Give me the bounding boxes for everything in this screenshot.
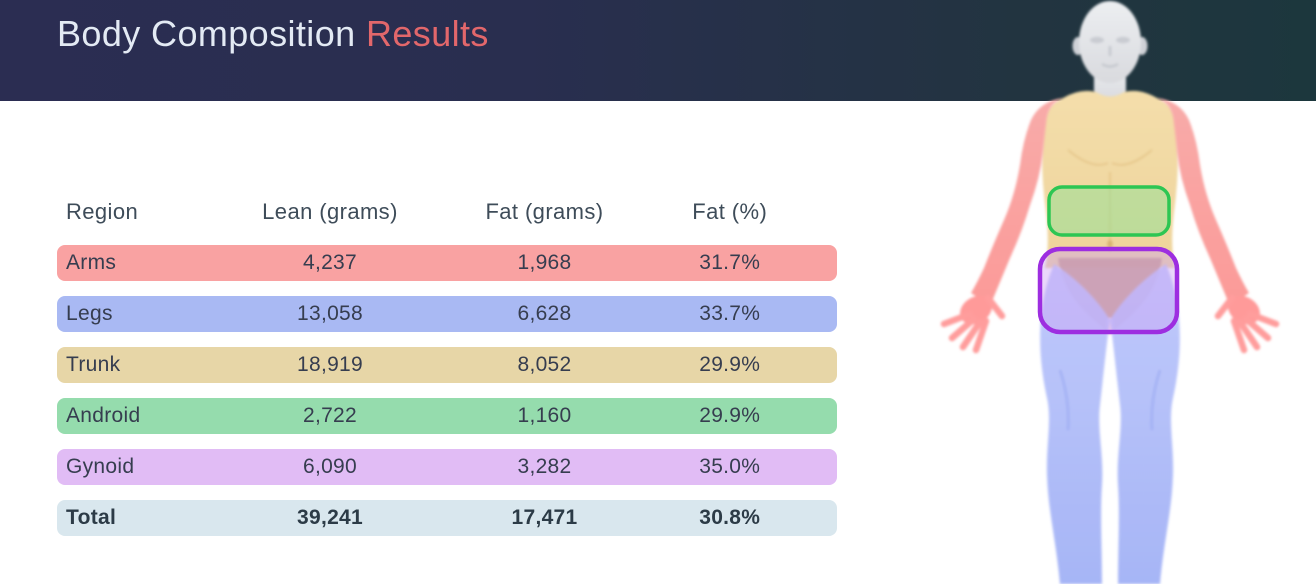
fat-pct-cell: 33.7%: [699, 302, 761, 325]
results-table: Region Lean (grams) Fat (grams) Fat (%) …: [57, 196, 837, 536]
fat-pct-cell: 29.9%: [699, 404, 761, 427]
region-cell: Trunk: [66, 353, 121, 376]
fat-cell: 6,628: [517, 302, 572, 325]
lean-cell: 13,058: [296, 302, 364, 325]
region-cell: Gynoid: [66, 455, 135, 478]
table-row-trunk: Trunk 18,919 8,052 29.9%: [57, 347, 837, 383]
table-row-android: Android 2,722 1,160 29.9%: [57, 398, 837, 434]
column-header-fat-pct: Fat (%): [692, 199, 768, 224]
trunk-region: [1042, 90, 1178, 268]
region-cell: Android: [66, 404, 141, 427]
lean-cell: 18,919: [296, 353, 364, 376]
body-model-figure: [930, 0, 1316, 584]
arms-region: [940, 98, 1280, 354]
region-cell: Total: [66, 506, 117, 529]
head-region: [1072, 1, 1148, 102]
title-accent: Results: [365, 13, 489, 54]
fat-cell: 3,282: [517, 455, 572, 478]
column-header-region: Region: [66, 199, 139, 224]
region-cell: Arms: [66, 251, 117, 274]
fat-pct-cell: 29.9%: [699, 353, 761, 376]
table-row-total: Total 39,241 17,471 30.8%: [57, 500, 837, 536]
gynoid-region-overlay: [1037, 246, 1180, 335]
table-row-gynoid: Gynoid 6,090 3,282 35.0%: [57, 449, 837, 485]
page-title: Body Composition Results: [57, 13, 489, 55]
fat-pct-cell: 30.8%: [699, 506, 761, 529]
title-primary: Body Composition: [57, 13, 356, 54]
lean-cell: 2,722: [302, 404, 358, 427]
body-model-svg: [940, 1, 1280, 584]
column-header-lean: Lean (grams): [262, 199, 398, 224]
lean-cell: 39,241: [296, 506, 364, 529]
fat-cell: 8,052: [517, 353, 572, 376]
table-header-row: Region Lean (grams) Fat (grams) Fat (%): [57, 196, 837, 228]
table-row-legs: Legs 13,058 6,628 33.7%: [57, 296, 837, 332]
region-cell: Legs: [66, 302, 113, 325]
fat-cell: 1,968: [517, 251, 572, 274]
lean-cell: 4,237: [302, 251, 358, 274]
lean-cell: 6,090: [302, 455, 358, 478]
table-row-arms: Arms 4,237 1,968 31.7%: [57, 245, 837, 281]
right-hand: [1214, 294, 1280, 354]
android-region-overlay: [1047, 185, 1171, 237]
fat-pct-cell: 31.7%: [699, 251, 761, 274]
column-header-fat: Fat (grams): [485, 199, 604, 224]
legs-region: [1040, 264, 1180, 584]
left-hand: [940, 294, 1006, 354]
fat-cell: 17,471: [511, 506, 578, 529]
fat-cell: 1,160: [517, 404, 572, 427]
fat-pct-cell: 35.0%: [699, 455, 761, 478]
